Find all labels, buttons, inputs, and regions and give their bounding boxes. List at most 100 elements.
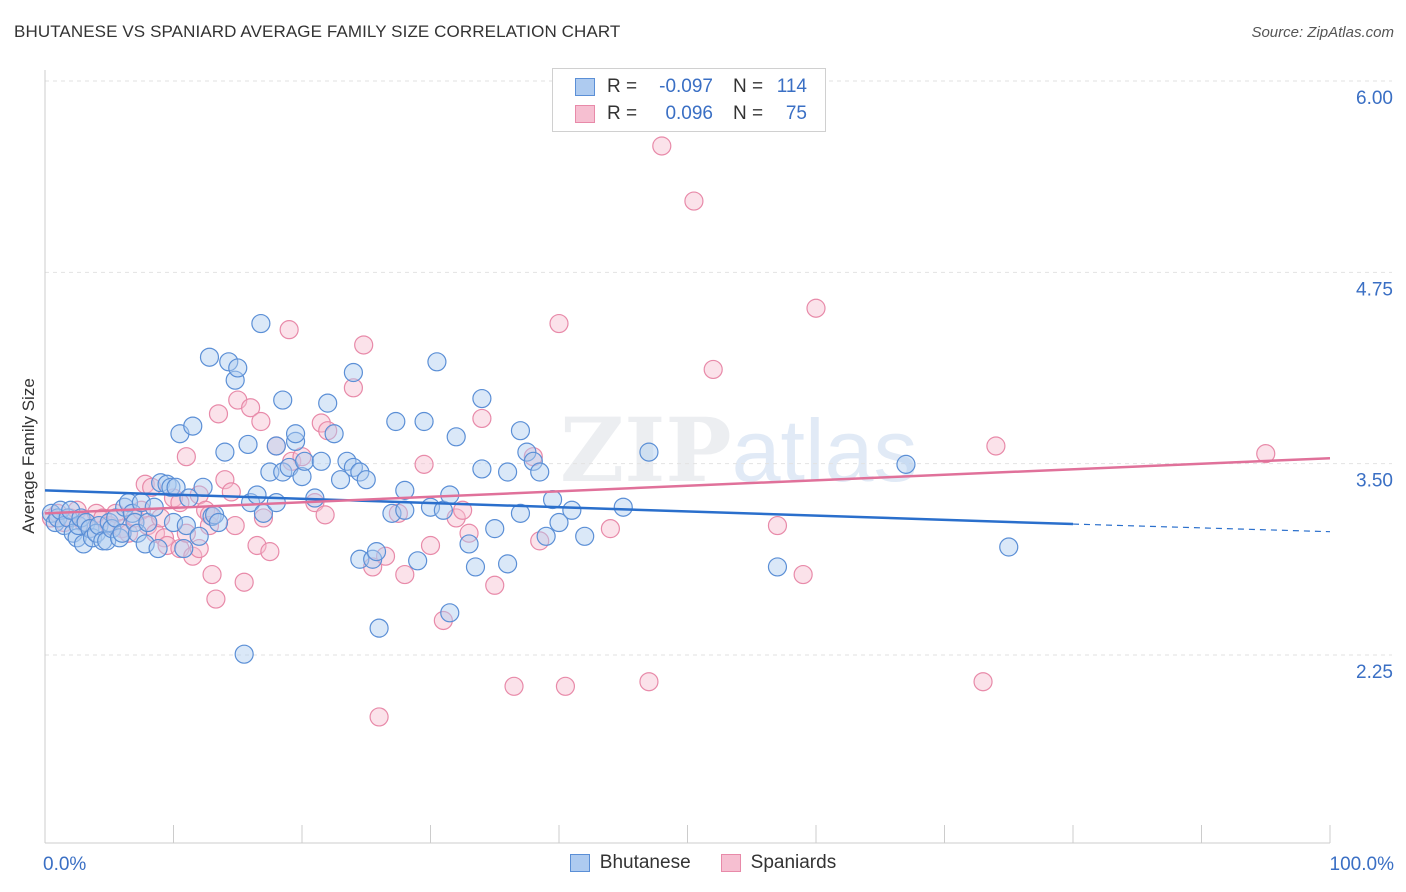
bhutanese-swatch — [569, 854, 590, 872]
bhutanese-point — [343, 362, 363, 383]
legend-item-spaniards[interactable]: Spaniards — [720, 852, 837, 874]
spaniards-point — [433, 610, 453, 631]
spaniards-point — [234, 572, 254, 592]
spaniards-points — [41, 136, 1276, 727]
bhutanese-point — [225, 370, 245, 390]
bhutanese-points — [41, 313, 1019, 664]
n-label: N = — [733, 103, 764, 124]
bhutanese-point — [350, 462, 370, 482]
bhutanese-point — [112, 523, 132, 543]
spaniards-point — [279, 320, 299, 340]
spaniards-point — [504, 676, 524, 696]
bhutanese-point — [251, 313, 271, 334]
spaniards-point — [315, 505, 335, 525]
bhutanese-point — [311, 451, 331, 471]
bhutanese-point — [166, 477, 186, 497]
spaniards-point — [142, 477, 162, 497]
bhutanese-point — [510, 503, 531, 523]
legend-row-spaniards: R = 0.096 N = 75 — [575, 102, 807, 126]
bhutanese-point — [440, 603, 460, 623]
bhutanese-point — [189, 526, 209, 546]
spaniards-point — [202, 564, 222, 585]
spaniards-point — [767, 515, 788, 536]
spaniards-point — [260, 542, 280, 562]
x-tick-label: 0.0% — [43, 854, 86, 875]
bhutanese-point — [285, 424, 306, 444]
spaniards-point — [251, 411, 271, 432]
bhutanese-point — [498, 554, 518, 574]
bhutanese-point — [414, 411, 434, 432]
spaniards-point — [453, 500, 473, 520]
spaniards-point — [485, 575, 505, 595]
n-value: 75 — [785, 103, 807, 124]
spaniards-point — [176, 447, 196, 467]
series-legend: Bhutanese Spaniards — [0, 852, 1406, 874]
bhutanese-point — [238, 434, 258, 455]
bhutanese-point — [176, 515, 196, 536]
bhutanese-point — [135, 534, 155, 554]
spaniards-point — [555, 676, 576, 696]
spaniards-point — [549, 313, 569, 334]
bhutanese-point — [549, 512, 569, 533]
bhutanese-point — [999, 537, 1019, 557]
spaniards-point — [600, 519, 621, 539]
bhutanese-point — [61, 500, 81, 520]
spaniards-point — [225, 515, 245, 536]
bhutanese-point — [510, 421, 531, 441]
bhutanese-point — [366, 542, 387, 562]
bhutanese-point — [151, 473, 171, 493]
bhutanese-point — [215, 442, 235, 462]
y-axis-label: Average Family Size — [19, 378, 38, 534]
n-value: 114 — [776, 76, 807, 97]
spaniards-point — [652, 136, 672, 156]
spaniards-point — [221, 482, 241, 502]
spaniards-point — [793, 564, 813, 585]
chart-title: BHUTANESE VS SPANIARD AVERAGE FAMILY SIZ… — [14, 22, 621, 41]
bhutanese-point — [536, 526, 556, 546]
spaniards-point — [1256, 444, 1276, 464]
bhutanese-point — [199, 347, 220, 367]
bhutanese-point — [523, 451, 543, 471]
bhutanese-point — [247, 485, 267, 505]
y-tick-label: 6.00 — [1356, 88, 1393, 109]
spaniards-point — [684, 191, 704, 211]
legend-label: Spaniards — [750, 852, 837, 873]
bhutanese-point — [324, 424, 344, 444]
spaniards-point — [703, 359, 723, 380]
spaniards-point — [208, 404, 229, 424]
bhutanese-point — [575, 526, 595, 546]
bhutanese-point — [485, 519, 505, 539]
bhutanese-point — [174, 538, 194, 559]
bhutanese-point — [285, 431, 306, 451]
spaniards-swatch — [575, 105, 595, 123]
legend-label: Bhutanese — [599, 852, 691, 873]
legend-item-bhutanese[interactable]: Bhutanese — [569, 852, 691, 874]
spaniards-point — [354, 335, 374, 355]
bhutanese-point — [767, 557, 788, 577]
bhutanese-point — [465, 557, 486, 577]
spaniards-point — [459, 523, 479, 543]
spaniards-point — [241, 398, 261, 418]
bhutanese-swatch — [575, 78, 595, 96]
axes: 2.25 3.50 4.75 6.00 0.0% 100.0% — [43, 70, 1394, 875]
spaniards-point — [215, 470, 235, 490]
bhutanese-point — [472, 459, 492, 479]
bhutanese-point — [294, 451, 315, 471]
bhutanese-point — [562, 500, 582, 520]
bhutanese-point — [530, 462, 550, 482]
bhutanese-point — [613, 497, 633, 517]
bhutanese-point — [395, 500, 415, 520]
spaniards-point — [986, 436, 1006, 456]
spaniards-point — [395, 564, 415, 585]
bhutanese-point — [234, 644, 254, 664]
spaniards-point — [206, 589, 226, 609]
bhutanese-point — [395, 480, 415, 500]
bhutanese-point — [148, 538, 168, 559]
spaniards-swatch — [720, 854, 741, 872]
y-tick-label: 3.50 — [1356, 471, 1393, 492]
bhutanese-point — [427, 352, 447, 372]
spaniards-point — [343, 378, 363, 398]
bhutanese-trend-line — [44, 489, 1074, 526]
spaniards-point — [420, 535, 441, 556]
